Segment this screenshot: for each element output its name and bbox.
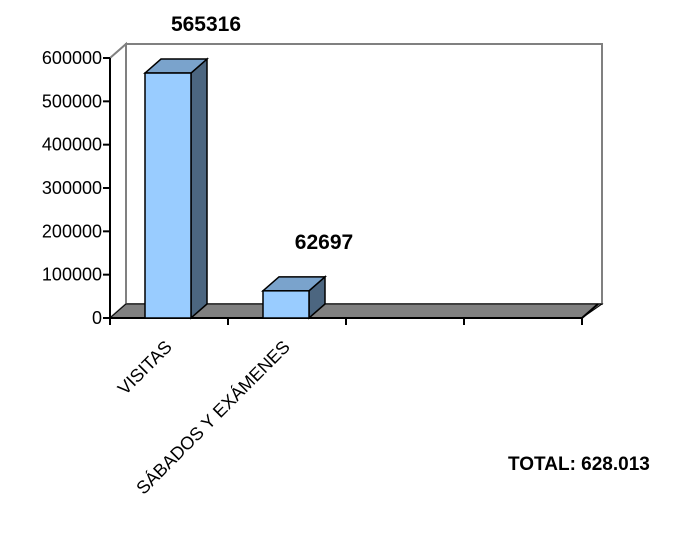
y-axis-tick-label: 600000: [42, 48, 102, 68]
plot-side-wall: [109, 41, 127, 321]
x-axis-category-label: VISITAS: [114, 337, 176, 399]
y-axis-tick-label: 500000: [42, 91, 102, 111]
y-axis-tick-label: 0: [92, 308, 102, 328]
bar: [144, 72, 192, 319]
bar: [262, 290, 310, 319]
y-axis-tick-label: 200000: [42, 221, 102, 241]
total-annotation: TOTAL: 628.013: [508, 454, 650, 475]
y-axis-tick-label: 300000: [42, 178, 102, 198]
bar-side: [190, 57, 208, 320]
floor-edge: [581, 303, 599, 319]
data-label: 565316: [171, 13, 241, 36]
data-label: 62697: [295, 231, 353, 254]
y-axis-tick-label: 100000: [42, 265, 102, 285]
y-axis-tick-label: 400000: [42, 135, 102, 155]
